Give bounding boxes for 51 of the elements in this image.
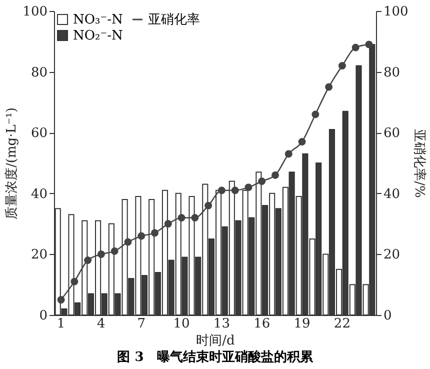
x-tick-label: 22 [334,316,350,332]
y-tick-label: 0 [39,308,48,324]
point [178,214,186,222]
point [70,278,78,286]
x-tick-label: 1 [56,316,66,332]
point [204,202,212,210]
y2-tick-label: 80 [384,65,400,80]
point [124,238,132,246]
point [231,186,239,194]
point [97,250,105,258]
point [365,40,373,48]
x-tick-label: 4 [97,316,106,332]
point [298,138,306,146]
point [284,150,292,158]
point [258,178,266,185]
y2-tick-label: 20 [384,248,400,263]
x-axis-title: 时间/d [196,334,235,348]
y2-tick-label: 100 [384,4,408,20]
point [191,214,199,222]
point [338,62,346,70]
point [57,296,65,304]
y2-tick-label: 0 [384,308,392,324]
x-tick-label: 16 [254,316,270,332]
point [218,186,226,194]
point [84,256,92,264]
y-tick-label: 100 [22,4,48,20]
y2-tick-label: 40 [384,186,400,202]
point [272,171,279,179]
y-tick-label: 40 [30,186,48,202]
y-tick-label: 20 [30,248,48,263]
legend-label: NO₂⁻-N [73,28,123,44]
point [312,110,320,118]
point [164,220,172,228]
text: 图 3 曝气结束时亚硝酸盐的积累 [117,349,314,365]
point [244,184,252,192]
x-tick-label: 19 [294,316,310,332]
x-tick-label: 13 [213,316,230,332]
legend-label: NO₃⁻-N [73,12,123,28]
point [325,83,333,91]
x-tick-label: 7 [137,316,146,332]
y-axis-title: 质量浓度/(mg·L⁻¹) [4,107,20,220]
point [138,232,146,240]
y-tick-label: 80 [30,65,48,80]
legend-label: 亚硝化率 [148,12,200,28]
y-tick-label: 60 [30,126,48,142]
y2-tick-label: 60 [384,126,400,142]
point [151,229,158,237]
point [352,44,360,52]
x-tick-label: 10 [173,316,190,332]
y2-axis-title: 亚硝化率/% [411,129,428,198]
point [110,247,118,255]
